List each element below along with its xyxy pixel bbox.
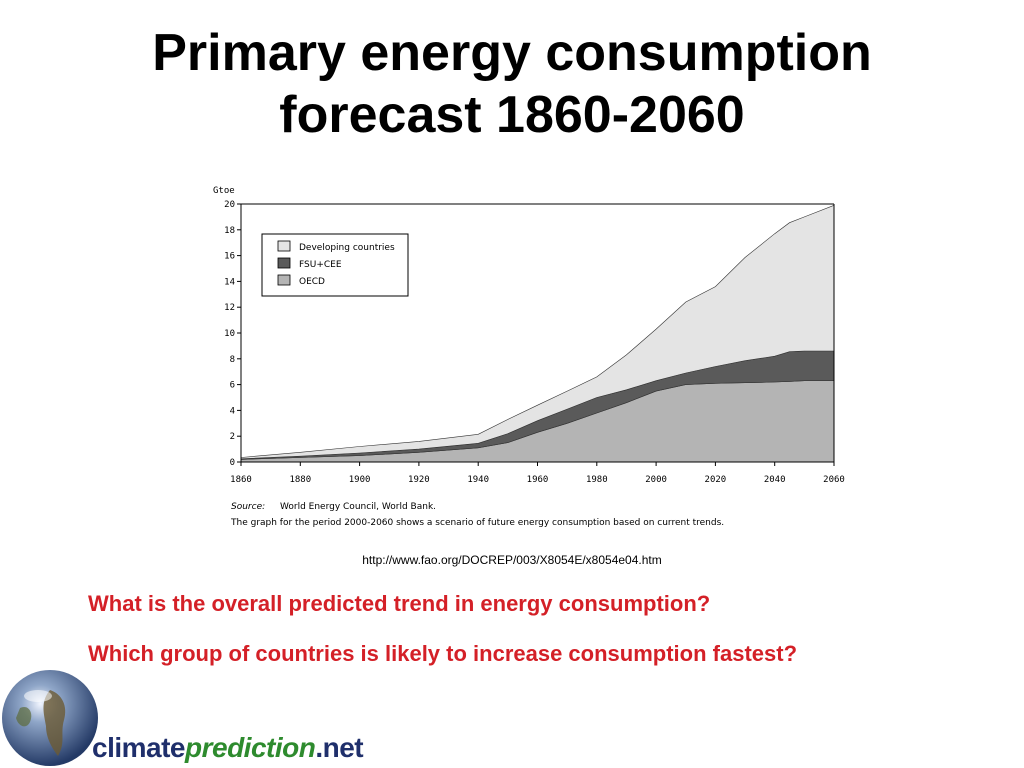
legend-label-fsu-cee: FSU+CEE (299, 260, 342, 270)
question-trend: What is the overall predicted trend in e… (88, 591, 711, 616)
x-tick-label: 1960 (527, 475, 549, 485)
y-tick-label: 18 (224, 226, 235, 236)
legend-swatch-oecd (277, 274, 291, 286)
axis-ticks: 0 2 4 6 8 10 12 14 16 18 20 1860 1880 1900 1920 1940 196… (224, 200, 845, 485)
x-tick-label: 2020 (705, 475, 727, 485)
title-line-2: forecast 1860-2060 (279, 86, 745, 144)
source-url[interactable]: http://www.fao.org/DOCREP/003/X8054E/x80… (362, 553, 662, 567)
y-tick-label: 8 (230, 355, 235, 365)
y-tick-label: 16 (224, 252, 235, 262)
globe-icon (2, 670, 98, 766)
y-tick-label: 20 (224, 200, 235, 210)
y-axis-label: Gtoe (213, 186, 235, 196)
title-line-1: Primary energy consumption (152, 24, 872, 82)
x-tick-label: 2000 (645, 475, 667, 485)
y-tick-label: 6 (230, 381, 235, 391)
chart-source-text: World Energy Council, World Bank. (280, 502, 436, 512)
x-tick-label: 1980 (586, 475, 608, 485)
legend-label-developing: Developing countries (299, 243, 395, 253)
y-tick-label: 10 (224, 329, 235, 339)
y-tick-label: 14 (224, 277, 235, 287)
y-tick-label: 4 (230, 406, 235, 416)
x-tick-label: 2040 (764, 475, 786, 485)
logo-part-prediction: prediction (185, 732, 316, 763)
chart-legend: Developing countries FSU+CEE OECD (261, 233, 409, 297)
x-tick-label: 1860 (230, 475, 252, 485)
question-fastest-group: Which group of countries is likely to in… (88, 641, 798, 666)
y-tick-label: 12 (224, 303, 235, 313)
y-tick-label: 2 (230, 432, 235, 442)
legend-swatch-fsu-cee (277, 257, 291, 269)
slide-title: Primary energy consumption forecast 1860… (0, 22, 1024, 146)
x-tick-label: 1920 (408, 475, 430, 485)
y-tick-label: 0 (230, 458, 235, 468)
legend-label-oecd: OECD (299, 277, 325, 287)
climateprediction-logo: climateprediction.net (92, 732, 364, 764)
chart-caption: The graph for the period 2000-2060 shows… (230, 518, 724, 528)
logo-part-climate: climate (92, 732, 186, 763)
logo-part-net: .net (315, 732, 364, 763)
x-tick-label: 1900 (349, 475, 371, 485)
energy-chart: 0 2 4 6 8 10 12 14 16 18 20 1860 1880 1900 1920 1940 196… (213, 186, 845, 528)
x-tick-label: 1940 (467, 475, 489, 485)
x-tick-label: 1880 (289, 475, 311, 485)
legend-swatch-developing (277, 240, 291, 252)
chart-source-label: Source: (231, 502, 265, 512)
x-tick-label: 2060 (823, 475, 845, 485)
